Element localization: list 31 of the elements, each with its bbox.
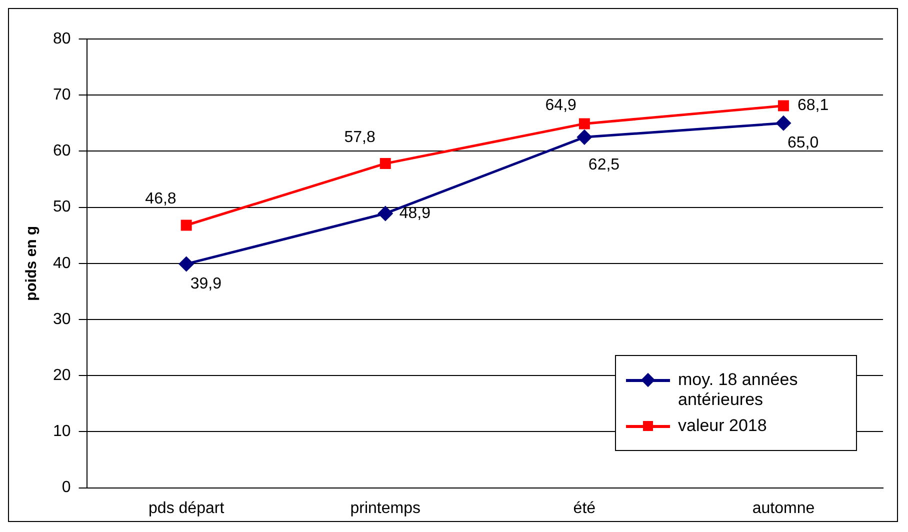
point [776, 116, 791, 130]
legend-label: valeur 2018 [678, 416, 767, 436]
point [180, 220, 192, 231]
y-tick-label: 0 [62, 479, 71, 496]
point [578, 118, 590, 130]
x-tick-label: printemps [350, 500, 420, 517]
data-label: 62,5 [588, 156, 620, 174]
y-tick-label: 50 [53, 198, 71, 216]
x-tick-label: automne [752, 500, 815, 517]
y-tick-label: 60 [53, 142, 71, 160]
data-label: 46,8 [145, 190, 176, 208]
y-tick-label: 30 [53, 310, 71, 328]
data-label: 39,9 [190, 275, 222, 292]
x-tick-label: été [573, 500, 596, 517]
y-tick-label: 40 [53, 254, 71, 272]
y-tick-label: 20 [53, 367, 71, 384]
legend-label: moy. 18 années antérieures [678, 370, 799, 410]
x-tick-label: pds départ [148, 500, 225, 517]
y-tick-label: 70 [53, 86, 71, 104]
data-label: 68,1 [797, 97, 829, 114]
y-tick-label: 80 [53, 30, 71, 48]
point [778, 100, 789, 112]
data-label: 65,0 [787, 134, 819, 152]
point [179, 256, 194, 272]
data-label: 64,9 [545, 97, 577, 114]
data-label: 57,8 [344, 128, 376, 146]
y-tick-label: 10 [53, 423, 71, 440]
point [577, 130, 592, 144]
y-axis-title: poids en g [23, 226, 40, 301]
point [380, 158, 391, 170]
point [378, 206, 393, 221]
